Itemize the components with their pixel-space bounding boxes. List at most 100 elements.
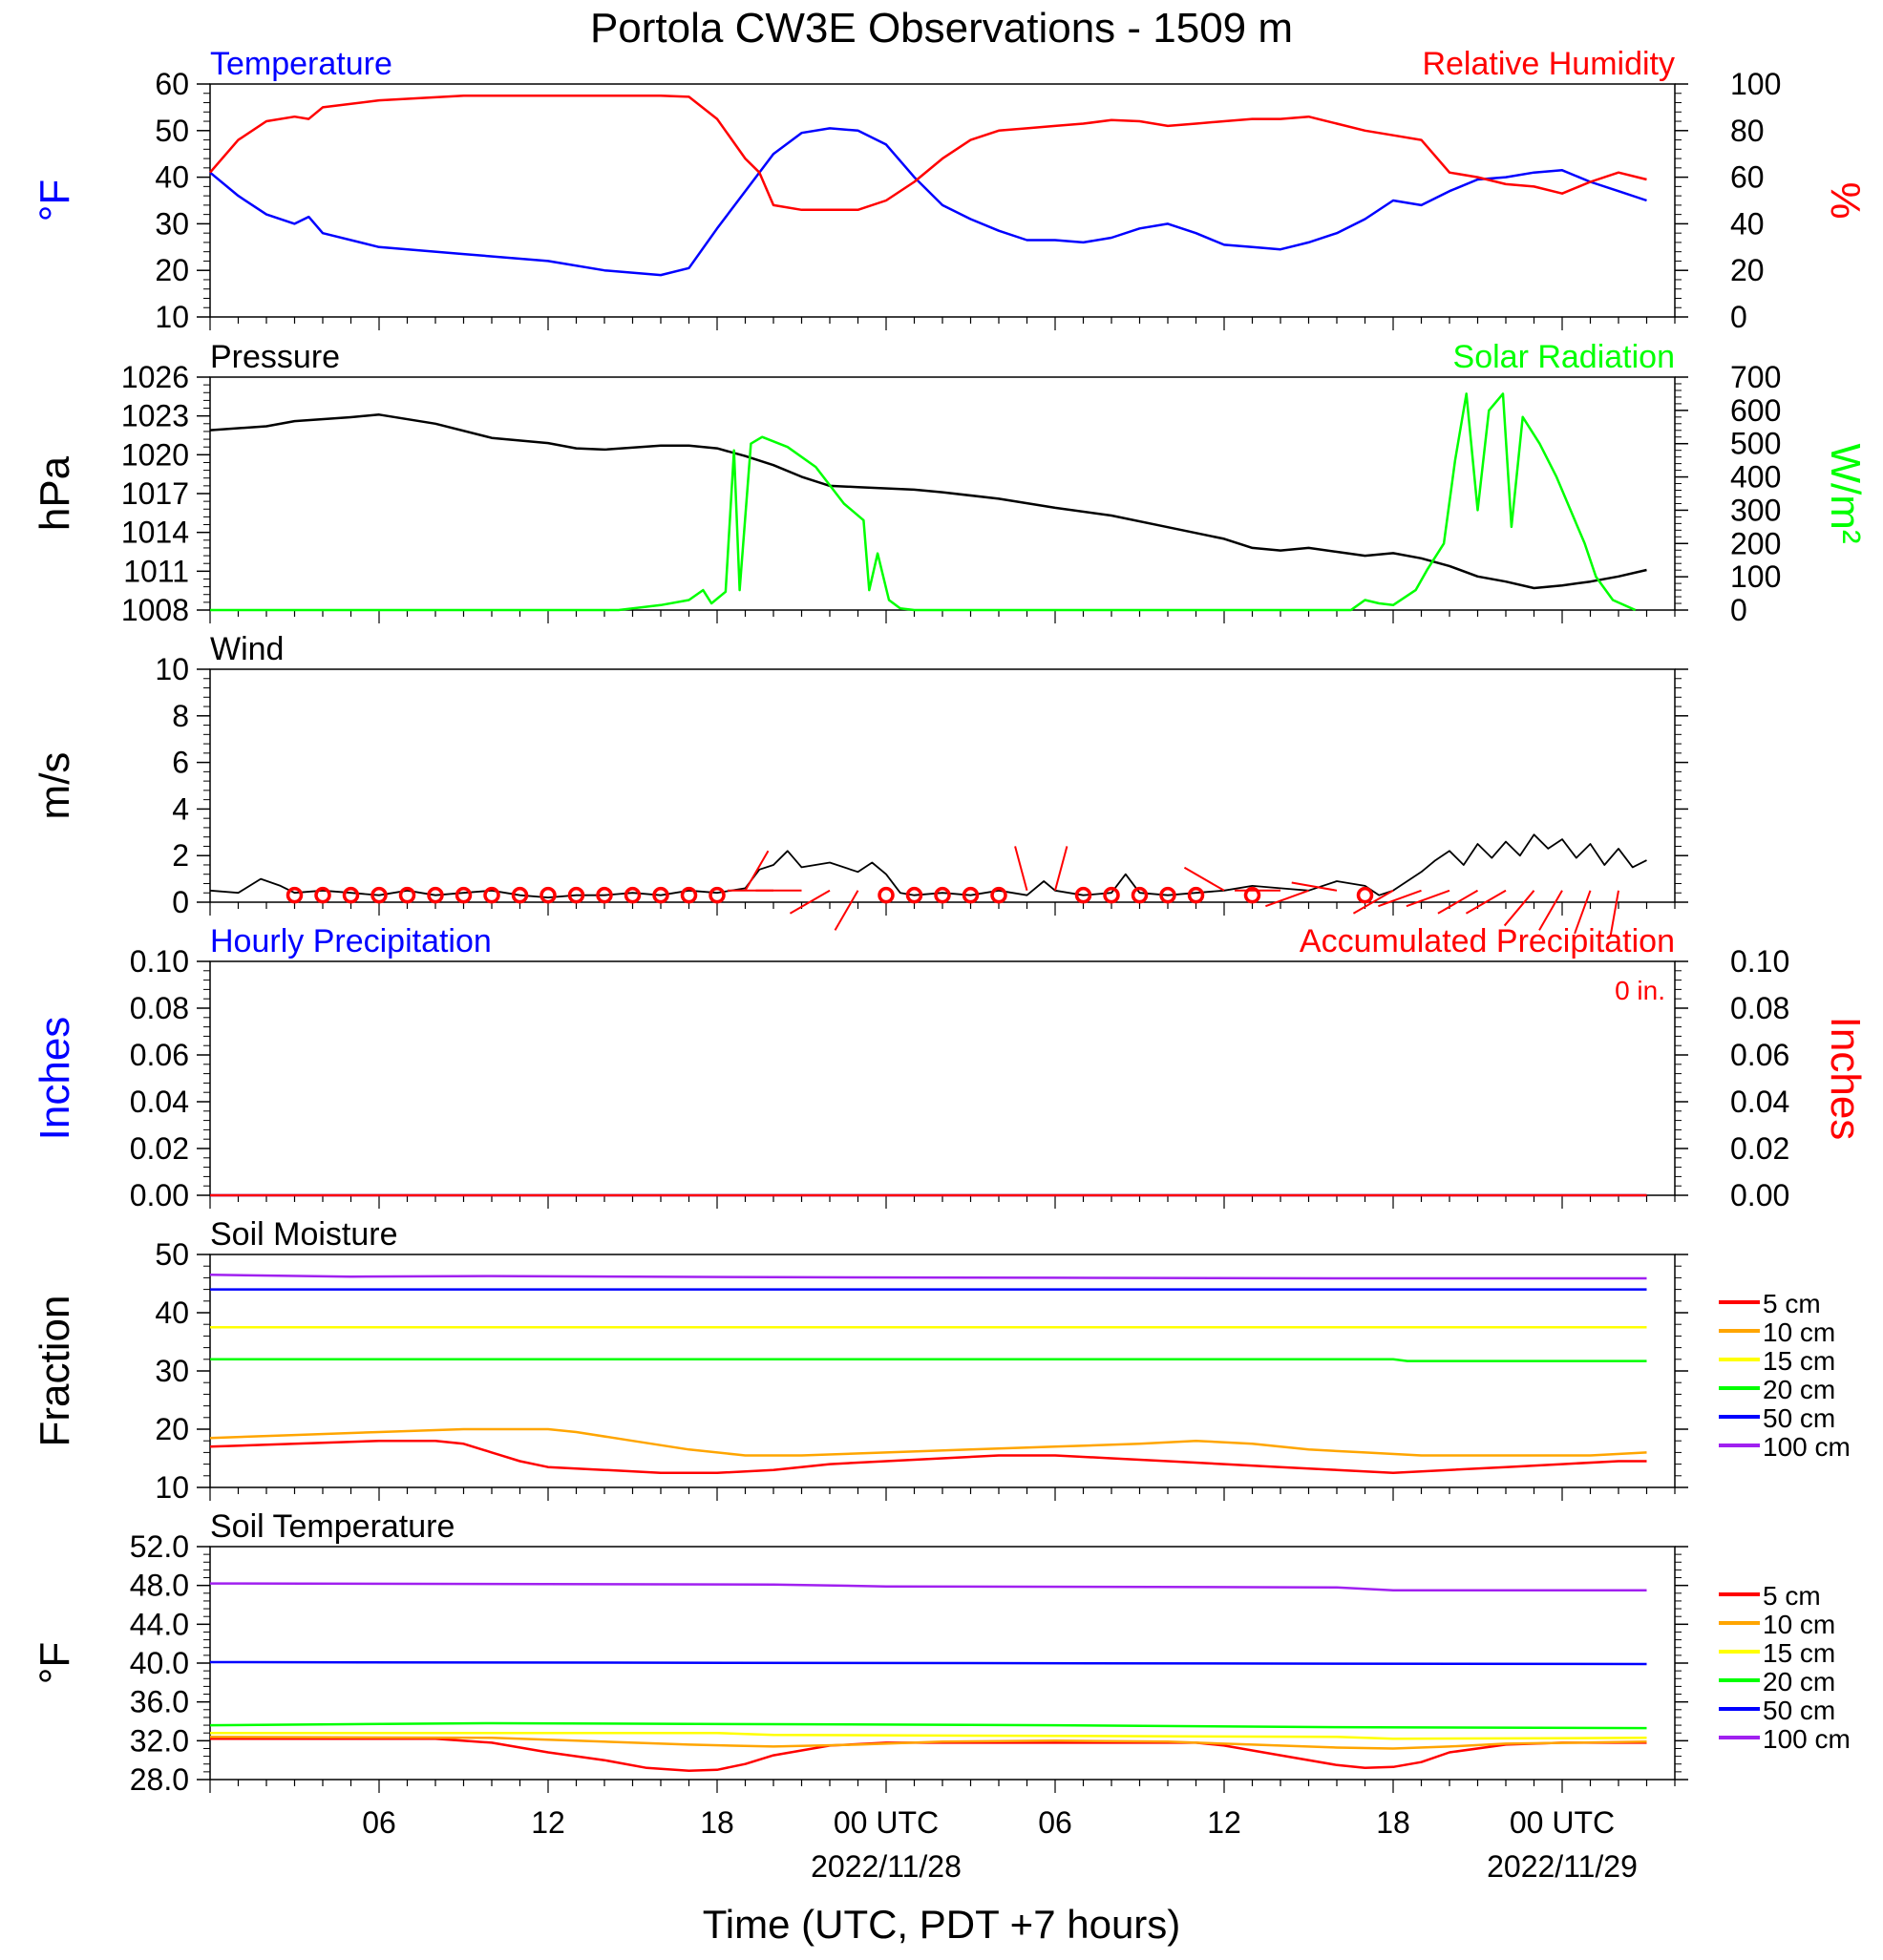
wind-barb-calm [624,886,642,904]
series-line-100-cm [209,1274,1647,1280]
y-tick-label: 32.0 [130,1723,189,1758]
y-tick-label: 48.0 [130,1569,189,1603]
y-tick-label: 10 [155,1470,189,1505]
y2-tick-label: 400 [1730,460,1781,495]
x-tick-label: 12 [531,1805,565,1840]
y2-axis-label: W/m² [1822,443,1869,543]
x-tick-label: 18 [700,1805,734,1840]
panel-title-wind: Wind [210,631,284,667]
y2-axis-label: % [1822,181,1869,219]
wind-barb [744,850,770,892]
y-tick-label: 0.04 [130,1085,189,1119]
y-tick-label: 60 [155,67,189,101]
x-tick-label: 06 [1038,1805,1072,1840]
wind-barb-calm [1103,886,1120,904]
legend-label-15-cm: 15 cm [1763,1638,1835,1668]
panel-title-temperature: Temperature [210,46,392,82]
series-line-50-cm [209,1660,1647,1666]
y2-tick-label: 0 [1730,593,1747,627]
y-tick-label: 28.0 [130,1762,189,1797]
legend-label-10-cm: 10 cm [1763,1610,1835,1639]
wind-barb-calm [314,886,331,904]
y-tick-label: 0.00 [130,1178,189,1212]
y-tick-label: 20 [155,1412,189,1446]
y2-tick-label: 700 [1730,360,1781,394]
y2-tick-label: 0 [1730,300,1747,334]
y-tick-label: 8 [172,699,189,733]
y2-tick-label: 40 [1730,206,1765,241]
wind-barb-calm [680,886,698,904]
y2-tick-label: 0.00 [1730,1178,1789,1212]
wind-barb-calm [1356,886,1374,904]
wind-barb [789,889,831,915]
y-tick-label: 30 [155,1354,189,1388]
series-line-5-cm [209,1439,1647,1475]
y2-tick-label: 200 [1730,526,1781,560]
y2-tick-label: 0.10 [1730,944,1789,979]
wind-barb-calm [962,886,980,904]
y-tick-label: 6 [172,746,189,780]
legend-label-50-cm: 50 cm [1763,1403,1835,1433]
y-tick-label: 40.0 [130,1646,189,1680]
y-tick-label: 1020 [121,437,189,472]
legend-label-100-cm: 100 cm [1763,1724,1851,1754]
y-axis-label: Inches [32,1017,78,1141]
panel-title-soil-moisture: Soil Moisture [210,1216,398,1253]
panel-title-accumulated-precipitation: Accumulated Precipitation [1300,923,1675,959]
y-tick-label: 0.06 [130,1038,189,1072]
wind-barb [1538,890,1563,931]
y-tick-label: 0 [172,885,189,919]
y-axis-label: °F [32,179,78,221]
wind-barb [1265,889,1309,908]
y-tick-label: 0.10 [130,944,189,979]
wind-barb-calm [1243,886,1261,904]
y2-tick-label: 100 [1730,67,1781,101]
wind-barb-calm [1074,886,1092,904]
wind-barb-calm [652,886,669,904]
wind-barb-calm [567,886,585,904]
wind-barb [1609,890,1619,937]
legend-label-50-cm: 50 cm [1763,1696,1835,1725]
x-axis-label: Time (UTC, PDT +7 hours) [703,1902,1181,1947]
y2-tick-label: 0.02 [1730,1131,1789,1166]
wind-barb-calm [596,886,613,904]
precip-total-annotation: 0 in. [1615,976,1665,1005]
y-tick-label: 44.0 [130,1607,189,1641]
y2-tick-label: 0.08 [1730,991,1789,1025]
wind-barb [1503,890,1535,927]
wind-barb-calm [483,886,500,904]
y2-tick-label: 100 [1730,559,1781,594]
wind-barb [1378,889,1422,908]
wind-barb [1183,866,1225,892]
y-tick-label: 10 [155,652,189,686]
y-tick-label: 4 [172,791,189,826]
legend-label-100-cm: 100 cm [1763,1432,1851,1462]
series-line-100-cm [209,1582,1647,1592]
series-line-10-cm [209,1736,1647,1750]
x-date-label: 2022/11/29 [1487,1849,1638,1884]
wind-barb [1014,846,1028,892]
wind-barb [1406,889,1450,908]
series-line-20-cm [209,1721,1647,1730]
series-line-15-cm [210,1731,1647,1740]
y2-tick-label: 20 [1730,253,1765,287]
wind-barb [1054,846,1068,892]
wind-barb [1465,889,1507,915]
y-tick-label: 1008 [121,593,189,627]
y2-tick-label: 600 [1730,393,1781,428]
wind-barb-calm [398,886,416,904]
y-tick-label: 2 [172,838,189,873]
series-line-5-cm [210,1738,1647,1773]
y2-tick-label: 300 [1730,493,1781,527]
legend-label-5-cm: 5 cm [1763,1289,1821,1318]
wind-barb-calm [427,886,444,904]
y-tick-label: 10 [155,300,189,334]
wind-barb-calm [286,886,304,904]
y-tick-label: 50 [155,114,189,148]
y2-tick-label: 80 [1730,114,1765,148]
wind-barb [1437,889,1479,915]
y-tick-label: 1014 [121,516,189,550]
